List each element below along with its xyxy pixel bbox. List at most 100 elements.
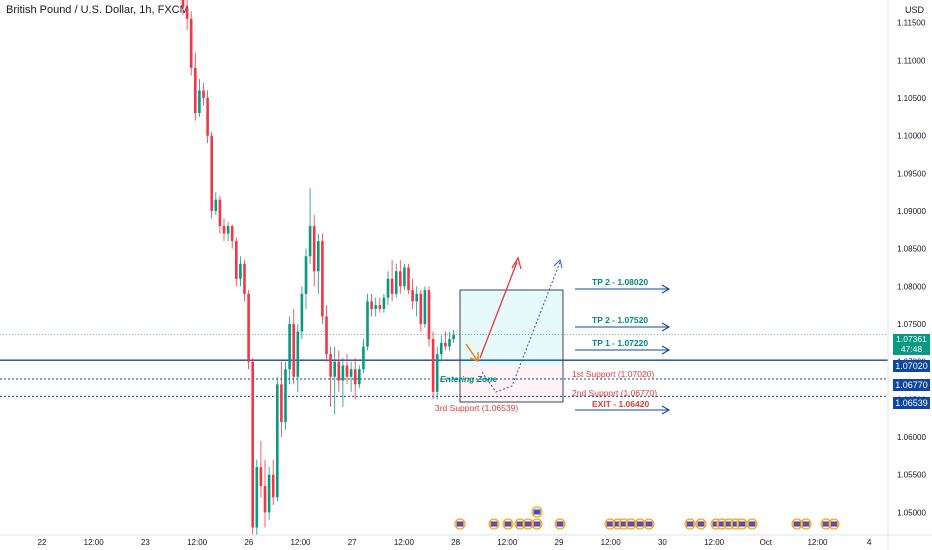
candle-body bbox=[317, 241, 320, 272]
candle-body bbox=[374, 305, 377, 309]
target-zone-box bbox=[460, 290, 563, 366]
support1-price-tag: 1.07020 bbox=[893, 360, 930, 372]
candle-body bbox=[431, 339, 435, 392]
x-tick-label: 12:00 bbox=[187, 538, 208, 547]
candle-body bbox=[427, 290, 431, 340]
candle-body bbox=[419, 293, 423, 325]
candle-body bbox=[189, 18, 193, 68]
orange-entry-arrow-head bbox=[469, 352, 479, 363]
x-tick-label: 26 bbox=[244, 538, 253, 547]
event-flag-icon[interactable] bbox=[634, 518, 646, 530]
projection-path-head bbox=[553, 259, 563, 269]
y-tick-label: 1.09000 bbox=[897, 207, 926, 216]
x-tick-label: 30 bbox=[658, 538, 667, 547]
candle-body bbox=[362, 346, 365, 370]
event-flag-icon[interactable] bbox=[736, 518, 748, 530]
candle-body bbox=[284, 369, 287, 422]
candle-body bbox=[378, 305, 382, 309]
candle-body bbox=[411, 290, 414, 302]
y-tick-label: 1.05500 bbox=[897, 471, 926, 480]
candle-body bbox=[370, 301, 373, 309]
event-flag-icon[interactable] bbox=[604, 518, 616, 530]
event-flag-icon[interactable] bbox=[531, 506, 543, 518]
y-tick-label: 1.09500 bbox=[897, 169, 926, 178]
y-tick-label: 1.11000 bbox=[897, 56, 926, 65]
projection-path bbox=[481, 261, 561, 393]
y-tick-label: 1.07500 bbox=[897, 320, 926, 329]
candle-body bbox=[276, 384, 279, 498]
candle-body bbox=[403, 267, 406, 287]
event-flag-icon[interactable] bbox=[522, 518, 534, 530]
event-flag-icon[interactable] bbox=[454, 518, 466, 530]
event-flag-icon[interactable] bbox=[684, 518, 696, 530]
candle-body bbox=[448, 339, 451, 347]
tp2-mid-label: TP 2 - 1.07520 bbox=[592, 315, 648, 325]
bar-countdown: 47:48 bbox=[900, 344, 923, 354]
support-levels bbox=[0, 334, 888, 397]
y-tick-label: 1.08500 bbox=[897, 245, 926, 254]
y-tick-label: 1.10500 bbox=[897, 94, 926, 103]
entering-zone-box bbox=[460, 366, 563, 402]
event-flag-icon[interactable] bbox=[502, 518, 514, 530]
y-tick-label: 1.05000 bbox=[897, 508, 926, 517]
event-flag-icon[interactable] bbox=[791, 518, 803, 530]
candle-body bbox=[194, 67, 197, 114]
candle-body bbox=[407, 267, 410, 291]
x-tick-label: Oct bbox=[760, 538, 773, 547]
candle-body bbox=[230, 226, 234, 242]
candle-body bbox=[435, 354, 439, 392]
x-tick-label: 12:00 bbox=[497, 538, 518, 547]
x-tick-label: 12:00 bbox=[84, 538, 105, 547]
candle-body bbox=[267, 474, 271, 513]
support1-label: 1st Support (1.07020) bbox=[572, 369, 654, 379]
event-flag-icon[interactable] bbox=[746, 518, 758, 530]
candle-body bbox=[288, 324, 291, 370]
event-flag-icon[interactable] bbox=[695, 518, 707, 530]
candle-body bbox=[386, 278, 390, 298]
candle-body bbox=[218, 199, 222, 227]
candle-body bbox=[292, 324, 295, 377]
x-tick-label: 12:00 bbox=[290, 538, 311, 547]
candle-body bbox=[423, 290, 427, 325]
exit-label: EXIT - 1.06420 bbox=[592, 399, 649, 409]
y-axis: 1.11500 1.11000 1.10500 1.10000 1.09500 1.090… bbox=[887, 0, 926, 550]
candle-body bbox=[333, 361, 336, 377]
event-flag-icon[interactable] bbox=[531, 518, 543, 530]
event-flag-icon[interactable] bbox=[514, 518, 526, 530]
entering-zone-label: Entering Zone bbox=[440, 374, 497, 384]
support3-price-tag: 1.06539 bbox=[893, 397, 930, 409]
candle-body bbox=[251, 361, 254, 528]
candle-body bbox=[304, 256, 308, 294]
economic-event-icons[interactable] bbox=[454, 506, 840, 530]
trade-setup-box bbox=[459, 289, 564, 403]
candle-body bbox=[263, 486, 267, 513]
candle-body bbox=[325, 316, 328, 355]
candle-body bbox=[349, 369, 353, 377]
event-flag-icon[interactable] bbox=[828, 518, 840, 530]
candle-body bbox=[366, 301, 369, 347]
event-flag-icon[interactable] bbox=[554, 518, 566, 530]
orange-entry-arrow bbox=[465, 343, 478, 361]
y-tick-label: 1.08000 bbox=[897, 282, 926, 291]
candles bbox=[181, 0, 455, 535]
support2-price-tag: 1.06770 bbox=[893, 379, 930, 391]
candle-body bbox=[390, 278, 394, 294]
x-tick-label: 23 bbox=[141, 538, 150, 547]
event-flag-icon[interactable] bbox=[625, 518, 637, 530]
candle-body bbox=[210, 135, 213, 211]
event-flag-icon[interactable] bbox=[800, 518, 812, 530]
candle-body bbox=[181, 0, 185, 8]
candle-body bbox=[239, 263, 242, 279]
tp1-label: TP 1 - 1.07220 bbox=[592, 338, 648, 348]
candle-body bbox=[222, 226, 226, 234]
x-tick-label: 27 bbox=[348, 538, 357, 547]
x-tick-label: 29 bbox=[555, 538, 564, 547]
last-price-tag: 1.07361 47:48 bbox=[893, 334, 930, 355]
event-flag-icon[interactable] bbox=[643, 518, 655, 530]
candle-body bbox=[452, 334, 455, 340]
y-tick-label: 1.10000 bbox=[897, 132, 926, 141]
candle-body bbox=[198, 90, 201, 114]
event-flag-icon[interactable] bbox=[488, 518, 500, 530]
candle-body bbox=[321, 241, 324, 317]
